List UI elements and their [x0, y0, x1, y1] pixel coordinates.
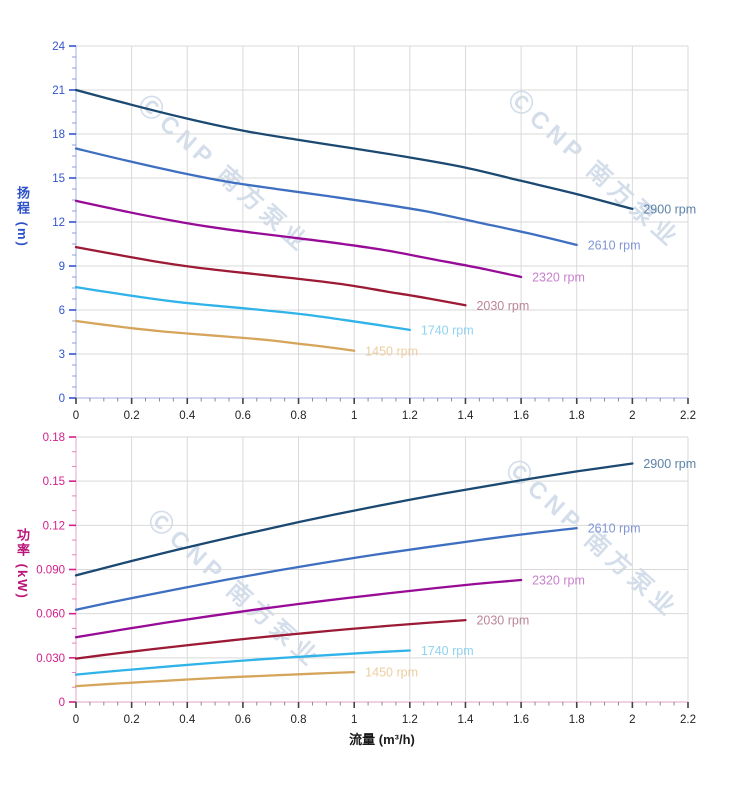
y-tick-label: 0.15: [43, 476, 65, 488]
y-tick-label: 12: [52, 217, 65, 229]
y-tick-label: 21: [52, 85, 65, 97]
curve-label-2900-rpm: 2900 rpm: [643, 202, 696, 216]
y-tick-label: 24: [52, 41, 65, 53]
x-tick-label: 1.8: [569, 410, 585, 422]
x-tick-label: 2: [629, 714, 635, 726]
x-tick-label: 0: [73, 714, 79, 726]
curve-2610-rpm: [74, 147, 578, 247]
curve-label-1450-rpm: 1450 rpm: [365, 344, 418, 358]
curve-2900-rpm: [74, 88, 634, 211]
curve-label-2610-rpm: 2610 rpm: [588, 238, 641, 252]
curve-label-2030-rpm: 2030 rpm: [476, 614, 529, 628]
curve-1740-rpm: [74, 649, 411, 676]
curve-label-1450-rpm: 1450 rpm: [365, 666, 418, 680]
power-y-axis-title: 功率 (kW): [15, 528, 30, 600]
curve-2320-rpm: [74, 199, 523, 279]
y-tick-label: 15: [52, 173, 65, 185]
x-tick-label: 0.8: [291, 410, 307, 422]
curve-2030-rpm: [74, 245, 467, 307]
x-tick-label: 2.2: [680, 714, 696, 726]
curve-label-2320-rpm: 2320 rpm: [532, 271, 585, 285]
x-tick-label: 1.8: [569, 714, 585, 726]
y-tick-label: 0: [59, 697, 65, 709]
y-tick-label: 0.030: [36, 653, 65, 665]
curve-2030-rpm: [74, 618, 467, 660]
curve-2900-rpm: [74, 462, 634, 577]
y-tick-label: 0.18: [43, 432, 65, 444]
y-tick-label: 9: [59, 261, 65, 273]
x-tick-label: 1.6: [513, 714, 529, 726]
x-tick-label: 0: [73, 410, 79, 422]
x-tick-label: 0.6: [235, 410, 251, 422]
curve-2610-rpm: [74, 526, 578, 611]
x-tick-label: 0.2: [124, 714, 140, 726]
curve-1740-rpm: [74, 285, 411, 332]
curve-label-2900-rpm: 2900 rpm: [643, 457, 696, 471]
x-tick-label: 0.4: [179, 714, 196, 726]
power-vs-flow-chart: 0 0.030 0.060 0.090 0.12 0.15 0.18 0 0.2 0.4 0.6 0.…: [36, 432, 696, 726]
y-tick-label: 6: [59, 305, 65, 317]
x-tick-label: 1: [351, 410, 357, 422]
x-tick-label: 0.4: [179, 410, 196, 422]
x-tick-label: 0.8: [291, 714, 307, 726]
head-y-axis-title: 扬程 (m): [15, 186, 30, 248]
head-vs-flow-chart: 0 3 6 9 12 15 18 21 24 0 0.2 0.4 0.6 0.8 1 1.2 1.4 1.6 1.8…: [52, 41, 696, 422]
curve-label-2030-rpm: 2030 rpm: [476, 299, 529, 313]
y-tick-label: 0.060: [36, 609, 65, 621]
curve-label-2610-rpm: 2610 rpm: [588, 522, 641, 536]
curve-1450-rpm: [74, 319, 356, 352]
x-tick-label: 2: [629, 410, 635, 422]
x-tick-label: 1: [351, 714, 357, 726]
y-tick-label: 18: [52, 129, 65, 141]
curve-label-1740-rpm: 1740 rpm: [421, 644, 474, 658]
y-tick-label: 0.090: [36, 565, 65, 577]
x-tick-label: 1.4: [457, 410, 474, 422]
x-tick-label: 2.2: [680, 410, 696, 422]
x-tick-label: 0.6: [235, 714, 251, 726]
y-tick-label: 3: [59, 349, 65, 361]
curve-label-1740-rpm: 1740 rpm: [421, 323, 474, 337]
curve-label-2320-rpm: 2320 rpm: [532, 573, 585, 587]
x-tick-label: 1.6: [513, 410, 529, 422]
curve-1450-rpm: [74, 670, 356, 688]
x-tick-label: 1.2: [402, 714, 418, 726]
flow-x-axis-title: 流量 (m³/h): [349, 732, 415, 747]
x-tick-label: 0.2: [124, 410, 140, 422]
y-tick-label: 0.12: [43, 520, 65, 532]
x-tick-label: 1.4: [457, 714, 474, 726]
curve-2320-rpm: [74, 578, 523, 639]
y-tick-label: 0: [59, 393, 65, 405]
x-tick-label: 1.2: [402, 410, 418, 422]
